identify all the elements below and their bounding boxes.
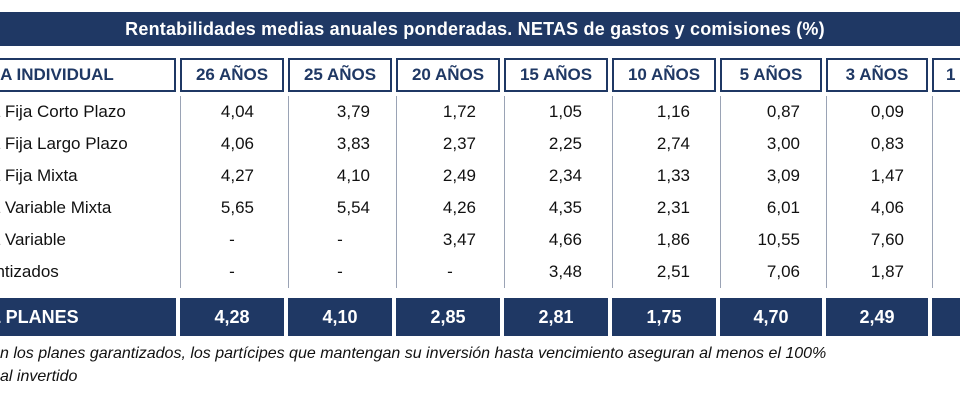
cell-20: 4,26 <box>442 198 476 217</box>
row-label: ta Fija Largo Plazo <box>0 134 128 153</box>
cell-5: 0,87 <box>766 102 800 121</box>
cell-3: 0,09 <box>870 102 904 121</box>
footnote-line-2: al invertido <box>0 368 78 385</box>
cell-5: 7,06 <box>766 262 800 281</box>
column-divider <box>612 96 613 288</box>
column-divider <box>288 96 289 288</box>
table-row: ta Fija Largo Plazo 4,06 3,83 2,37 2,25 … <box>0 128 960 160</box>
cell-10: 1,86 <box>656 230 690 249</box>
total-cell-26: 4,28 <box>180 298 284 336</box>
cell-25: 4,10 <box>336 166 370 185</box>
cell-3: 7,60 <box>870 230 904 249</box>
cell-25: 3,83 <box>336 134 370 153</box>
cell-5: 3,00 <box>766 134 800 153</box>
row-label: ta Fija Mixta <box>0 166 78 185</box>
cell-15: 3,48 <box>548 262 582 281</box>
column-divider <box>826 96 827 288</box>
row-label: antizados <box>0 262 59 281</box>
cell-3: 0,83 <box>870 134 904 153</box>
header-cell-5: 5 AÑOS <box>720 58 822 92</box>
header-cell-1: 1 <box>932 58 960 92</box>
column-divider <box>932 96 933 288</box>
cell-25: - <box>337 262 343 281</box>
header-cell-10: 10 AÑOS <box>612 58 716 92</box>
cell-25: 5,54 <box>336 198 370 217</box>
cell-3: 1,87 <box>870 262 904 281</box>
cell-26: 4,04 <box>220 102 254 121</box>
cell-25: 3,79 <box>336 102 370 121</box>
cell-20: 2,49 <box>442 166 476 185</box>
column-divider <box>504 96 505 288</box>
cell-3: 4,06 <box>870 198 904 217</box>
cell-20: 1,72 <box>442 102 476 121</box>
header-row: MA INDIVIDUAL 26 AÑOS 25 AÑOS 20 AÑOS 15… <box>0 58 960 92</box>
total-cell-5: 4,70 <box>720 298 822 336</box>
total-label: L PLANES <box>0 298 176 336</box>
cell-10: 2,74 <box>656 134 690 153</box>
cell-26: - <box>229 262 235 281</box>
total-cell-20: 2,85 <box>396 298 500 336</box>
cell-5: 3,09 <box>766 166 800 185</box>
cell-15: 2,34 <box>548 166 582 185</box>
row-label: ta Variable Mixta <box>0 198 112 217</box>
cell-26: - <box>229 230 235 249</box>
total-cell-15: 2,81 <box>504 298 608 336</box>
cell-10: 2,31 <box>656 198 690 217</box>
footnote-line-1: n los planes garantizados, los partícipe… <box>0 345 827 362</box>
row-label: ta Variable <box>0 230 67 249</box>
header-cell-26: 26 AÑOS <box>180 58 284 92</box>
column-divider <box>180 96 181 288</box>
table-row: antizados - - - 3,48 2,51 7,06 1,87 <box>0 256 960 288</box>
table-row: ta Fija Mixta 4,27 4,10 2,49 2,34 1,33 3… <box>0 160 960 192</box>
header-cell-name: MA INDIVIDUAL <box>0 58 176 92</box>
header-cell-15: 15 AÑOS <box>504 58 608 92</box>
total-cell-10: 1,75 <box>612 298 716 336</box>
cell-20: 2,37 <box>442 134 476 153</box>
header-cell-20: 20 AÑOS <box>396 58 500 92</box>
cell-5: 6,01 <box>766 198 800 217</box>
table-title: Rentabilidades medias anuales ponderadas… <box>125 18 825 39</box>
footnote: n los planes garantizados, los partícipe… <box>0 342 960 388</box>
total-cell-1 <box>932 298 960 336</box>
header-cell-3: 3 AÑOS <box>826 58 928 92</box>
cell-15: 4,35 <box>548 198 582 217</box>
cell-10: 2,51 <box>656 262 690 281</box>
cell-10: 1,16 <box>656 102 690 121</box>
cell-15: 1,05 <box>548 102 582 121</box>
cell-26: 4,06 <box>220 134 254 153</box>
cell-26: 5,65 <box>220 198 254 217</box>
cell-20: 3,47 <box>442 230 476 249</box>
cell-20: - <box>447 262 453 281</box>
row-label: ta Fija Corto Plazo <box>0 102 126 121</box>
table-row: ta Fija Corto Plazo 4,04 3,79 1,72 1,05 … <box>0 96 960 128</box>
cell-3: 1,47 <box>870 166 904 185</box>
cell-5: 10,55 <box>757 230 800 249</box>
cell-15: 2,25 <box>548 134 582 153</box>
cell-25: - <box>337 230 343 249</box>
column-divider <box>720 96 721 288</box>
cell-15: 4,66 <box>548 230 582 249</box>
table-row: ta Variable - - 3,47 4,66 1,86 10,55 7,6… <box>0 224 960 256</box>
total-cell-25: 4,10 <box>288 298 392 336</box>
header-cell-25: 25 AÑOS <box>288 58 392 92</box>
table-row: ta Variable Mixta 5,65 5,54 4,26 4,35 2,… <box>0 192 960 224</box>
total-cell-3: 2,49 <box>826 298 928 336</box>
cell-10: 1,33 <box>656 166 690 185</box>
cell-26: 4,27 <box>220 166 254 185</box>
column-divider <box>396 96 397 288</box>
table-title-bar: Rentabilidades medias anuales ponderadas… <box>0 12 960 46</box>
total-row: L PLANES 4,28 4,10 2,85 2,81 1,75 4,70 2… <box>0 298 960 336</box>
